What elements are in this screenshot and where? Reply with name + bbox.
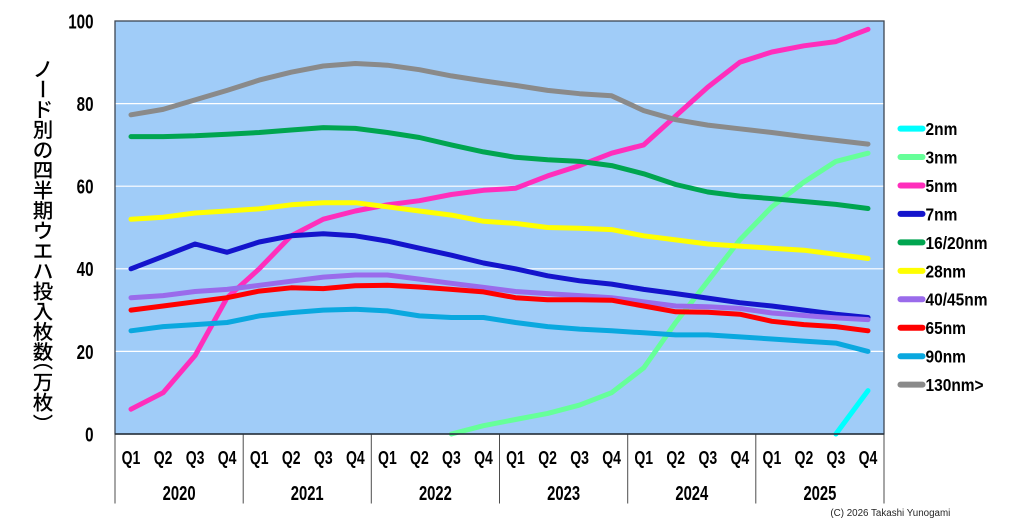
svg-text:2021: 2021 <box>291 482 324 505</box>
svg-text:Q2: Q2 <box>410 448 429 468</box>
svg-text:2023: 2023 <box>547 482 580 505</box>
svg-text:Q1: Q1 <box>506 448 525 468</box>
svg-text:2024: 2024 <box>675 482 708 505</box>
svg-text:Q4: Q4 <box>859 448 878 468</box>
svg-text:Q1: Q1 <box>122 448 141 468</box>
svg-text:Q4: Q4 <box>346 448 365 468</box>
svg-text:Q4: Q4 <box>602 448 621 468</box>
svg-text:40/45nm: 40/45nm <box>926 290 988 310</box>
svg-text:100: 100 <box>68 10 93 33</box>
svg-text:(C) 2026 Takashi Yunogami: (C) 2026 Takashi Yunogami <box>830 508 950 519</box>
svg-text:Q4: Q4 <box>730 448 749 468</box>
svg-text:Q2: Q2 <box>666 448 685 468</box>
svg-text:40: 40 <box>77 258 94 281</box>
svg-text:Q3: Q3 <box>827 448 846 468</box>
svg-text:Q2: Q2 <box>795 448 814 468</box>
svg-text:2nm: 2nm <box>926 119 958 139</box>
svg-text:2020: 2020 <box>163 482 196 505</box>
svg-text:Q2: Q2 <box>538 448 557 468</box>
svg-text:80: 80 <box>77 93 94 116</box>
svg-text:0: 0 <box>85 423 93 446</box>
svg-text:90nm: 90nm <box>926 347 966 367</box>
svg-text:Q4: Q4 <box>218 448 237 468</box>
svg-text:Q3: Q3 <box>186 448 205 468</box>
svg-text:2025: 2025 <box>803 482 836 505</box>
svg-text:Q1: Q1 <box>250 448 269 468</box>
svg-text:28nm: 28nm <box>926 261 966 281</box>
svg-text:Q3: Q3 <box>442 448 461 468</box>
svg-text:2022: 2022 <box>419 482 452 505</box>
svg-text:130nm>: 130nm> <box>926 375 984 395</box>
svg-text:Q3: Q3 <box>570 448 589 468</box>
svg-text:5nm: 5nm <box>926 176 958 196</box>
svg-text:Q3: Q3 <box>314 448 333 468</box>
svg-text:3nm: 3nm <box>926 148 958 168</box>
svg-text:65nm: 65nm <box>926 318 966 338</box>
svg-text:Q1: Q1 <box>634 448 653 468</box>
svg-text:Q1: Q1 <box>378 448 397 468</box>
svg-text:Q2: Q2 <box>282 448 301 468</box>
svg-text:Q2: Q2 <box>154 448 173 468</box>
svg-text:Q4: Q4 <box>474 448 493 468</box>
svg-text:60: 60 <box>77 175 94 198</box>
svg-text:Q3: Q3 <box>698 448 717 468</box>
svg-text:16/20nm: 16/20nm <box>926 233 988 253</box>
svg-text:20: 20 <box>77 341 94 364</box>
svg-text:7nm: 7nm <box>926 204 958 224</box>
svg-text:Q1: Q1 <box>763 448 782 468</box>
